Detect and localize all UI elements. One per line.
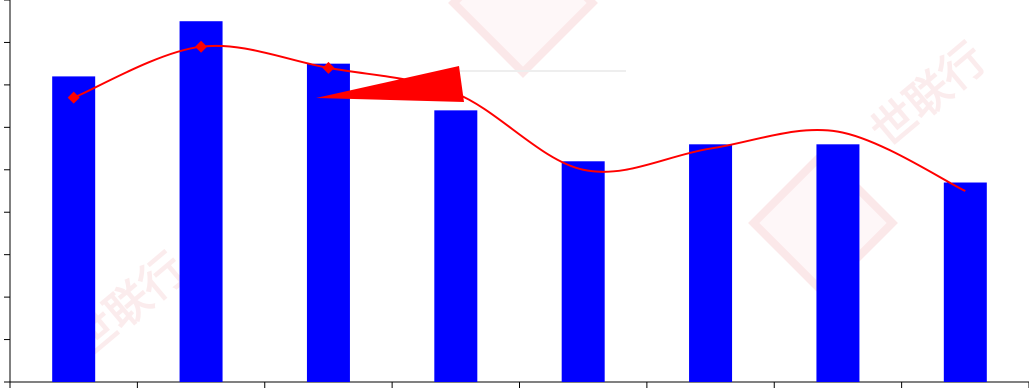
- bar: [943, 182, 987, 382]
- line-series: [73, 44, 966, 192]
- bar: [561, 161, 605, 382]
- line-marker: [195, 40, 208, 53]
- bar: [179, 21, 223, 382]
- bar: [816, 144, 860, 382]
- line-marker: [67, 91, 80, 104]
- bar: [52, 76, 96, 383]
- annotation-arrow: [316, 66, 464, 102]
- bar: [689, 144, 733, 382]
- bar: [306, 63, 350, 383]
- bar: [434, 110, 478, 382]
- line-marker: [322, 61, 335, 74]
